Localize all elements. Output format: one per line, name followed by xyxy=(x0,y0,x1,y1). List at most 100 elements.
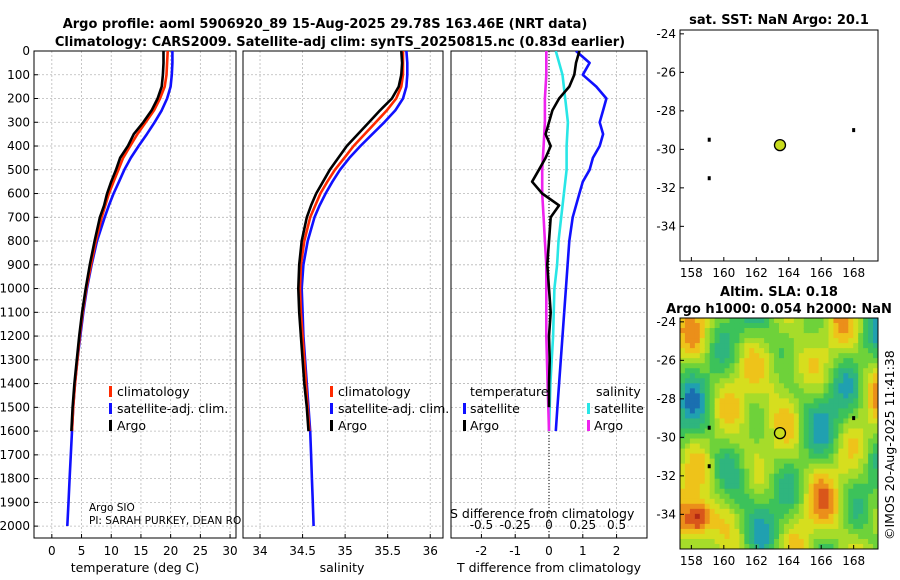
y-tick-label: 1300 xyxy=(0,353,30,367)
map-x-tick-label: 164 xyxy=(777,266,800,280)
argo-location-marker xyxy=(773,138,787,152)
axes-frame xyxy=(242,50,444,539)
y-tick-label: 1800 xyxy=(0,472,30,486)
grid xyxy=(243,50,443,538)
sla-heatmap xyxy=(680,318,878,549)
sla-map-title-line1: Altim. SLA: 0.18 xyxy=(720,285,838,300)
series-sal-diff-argo xyxy=(540,51,551,432)
legend-swatch-climatology xyxy=(109,386,112,397)
map-y-tick-label: -24 xyxy=(656,27,676,41)
map-y-tick-label: -28 xyxy=(656,104,676,118)
salinity-xlabel: salinity xyxy=(320,560,365,575)
other-float-marker xyxy=(707,464,711,469)
map-y-tick-label: -24 xyxy=(656,315,676,329)
map-y-tick-label: -30 xyxy=(656,430,676,444)
header-title-line2: Climatology: CARS2009. Satellite-adj cli… xyxy=(55,35,625,50)
secondary-x-tick-label: -0.5 xyxy=(470,518,493,532)
legend-label-temp-argo: Argo xyxy=(470,418,499,433)
map-y-tick-label: -34 xyxy=(656,507,676,521)
imos-timestamp-watermark: ©IMOS 20-Aug-2025 11:41:38 xyxy=(882,350,897,540)
x-tick-label: 15 xyxy=(133,544,148,558)
y-tick-label: 300 xyxy=(7,115,30,129)
y-tick-label: 500 xyxy=(7,163,30,177)
other-float-marker xyxy=(707,176,711,181)
x-tick-label: 34.5 xyxy=(289,544,316,558)
map-y-tick-label: -32 xyxy=(656,469,676,483)
y-tick-label: 1900 xyxy=(0,495,30,509)
legend-swatch-temp-satellite xyxy=(463,403,466,414)
legend-swatch-climatology xyxy=(330,386,333,397)
sla-map-panel: 158 160 162 164 166 168 -24 -26 -28 -30 -32 -34 xyxy=(656,315,879,568)
series-climatology xyxy=(298,51,405,432)
x-tick-label: 25 xyxy=(193,544,208,558)
x-tick-label: 10 xyxy=(104,544,119,558)
temperature-xlabel: temperature (deg C) xyxy=(71,560,200,575)
x-tick-label: 34 xyxy=(252,544,267,558)
legend-title-temperature: temperature xyxy=(470,384,549,399)
other-float-marker xyxy=(852,416,856,421)
legend-label-sal-argo: Argo xyxy=(594,418,623,433)
y-tick-label: 1100 xyxy=(0,305,30,319)
series-sal-diff-satellite xyxy=(547,51,570,432)
other-float-marker xyxy=(707,425,711,430)
map-x-tick-label: 168 xyxy=(842,554,865,568)
y-tick-label: 1600 xyxy=(0,424,30,438)
x-tick-label: 36 xyxy=(423,544,438,558)
legend-swatch-sal-argo xyxy=(587,420,590,431)
y-tick-label: 400 xyxy=(7,139,30,153)
temperature-legend: climatology satellite-adj. clim. Argo xyxy=(109,384,228,433)
x-tick-label: 20 xyxy=(163,544,178,558)
legend-label-argo: Argo xyxy=(338,418,367,433)
x-tick-label: 0 xyxy=(48,544,56,558)
y-tick-label: 900 xyxy=(7,258,30,272)
temperature-panel: 0 5 10 15 20 25 300100200300400500600700800900… xyxy=(0,44,238,558)
x-tick-label: 0 xyxy=(545,544,553,558)
y-tick-label: 700 xyxy=(7,210,30,224)
legend-label-climatology: climatology xyxy=(338,384,411,399)
map-y-tick-label: -32 xyxy=(656,181,676,195)
difference-secondary-xlabel: S difference from climatology xyxy=(450,506,635,521)
x-tick-label: 5 xyxy=(78,544,86,558)
y-tick-label: 1200 xyxy=(0,329,30,343)
difference-legend: temperature satellite Argo salinity sate… xyxy=(463,384,644,433)
secondary-x-tick-label: 0 xyxy=(545,518,553,532)
secondary-x-tick-label: -0.25 xyxy=(500,518,531,532)
x-tick-label: 35.5 xyxy=(374,544,401,558)
legend-swatch-argo xyxy=(109,420,112,431)
legend-title-salinity: salinity xyxy=(596,384,641,399)
grid xyxy=(34,50,236,538)
map-y-tick-label: -34 xyxy=(656,219,676,233)
y-tick-label: 100 xyxy=(7,68,30,82)
map-x-tick-label: 164 xyxy=(777,554,800,568)
legend-swatch-satellite xyxy=(330,403,333,414)
map-y-tick-label: -26 xyxy=(656,65,676,79)
difference-xlabel: T difference from climatology xyxy=(456,560,642,575)
map-x-tick-label: 166 xyxy=(810,266,833,280)
legend-label-temp-satellite: satellite xyxy=(470,401,520,416)
sst-map-panel: 158 160 162 164 166 168 -24 -26 -28 -30 -32 -34 xyxy=(656,27,879,280)
legend-swatch-sal-satellite xyxy=(587,403,590,414)
legend-label-satellite: satellite-adj. clim. xyxy=(117,401,228,416)
y-tick-label: 1000 xyxy=(0,282,30,296)
map-y-tick-label: -28 xyxy=(656,392,676,406)
map-y-tick-label: -26 xyxy=(656,353,676,367)
series-temp-diff-argo xyxy=(530,51,581,408)
map-x-tick-label: 160 xyxy=(712,266,735,280)
y-tick-label: 800 xyxy=(7,234,30,248)
other-float-marker xyxy=(852,128,856,133)
y-tick-label: 2000 xyxy=(0,519,30,533)
y-tick-label: 1400 xyxy=(0,377,30,391)
axes-frame xyxy=(33,50,237,539)
header-title-line1: Argo profile: aoml 5906920_89 15-Aug-202… xyxy=(63,17,588,32)
x-tick-label: -1 xyxy=(509,544,521,558)
argo-location-marker xyxy=(773,426,787,440)
legend-swatch-argo xyxy=(330,420,333,431)
map-frame xyxy=(679,29,879,262)
map-x-tick-label: 160 xyxy=(712,554,735,568)
salinity-legend: climatology satellite-adj. clim. Argo xyxy=(330,384,449,433)
map-frame xyxy=(679,317,879,550)
other-float-marker xyxy=(707,137,711,142)
x-tick-label: 2 xyxy=(613,544,621,558)
series-argo xyxy=(296,51,404,432)
